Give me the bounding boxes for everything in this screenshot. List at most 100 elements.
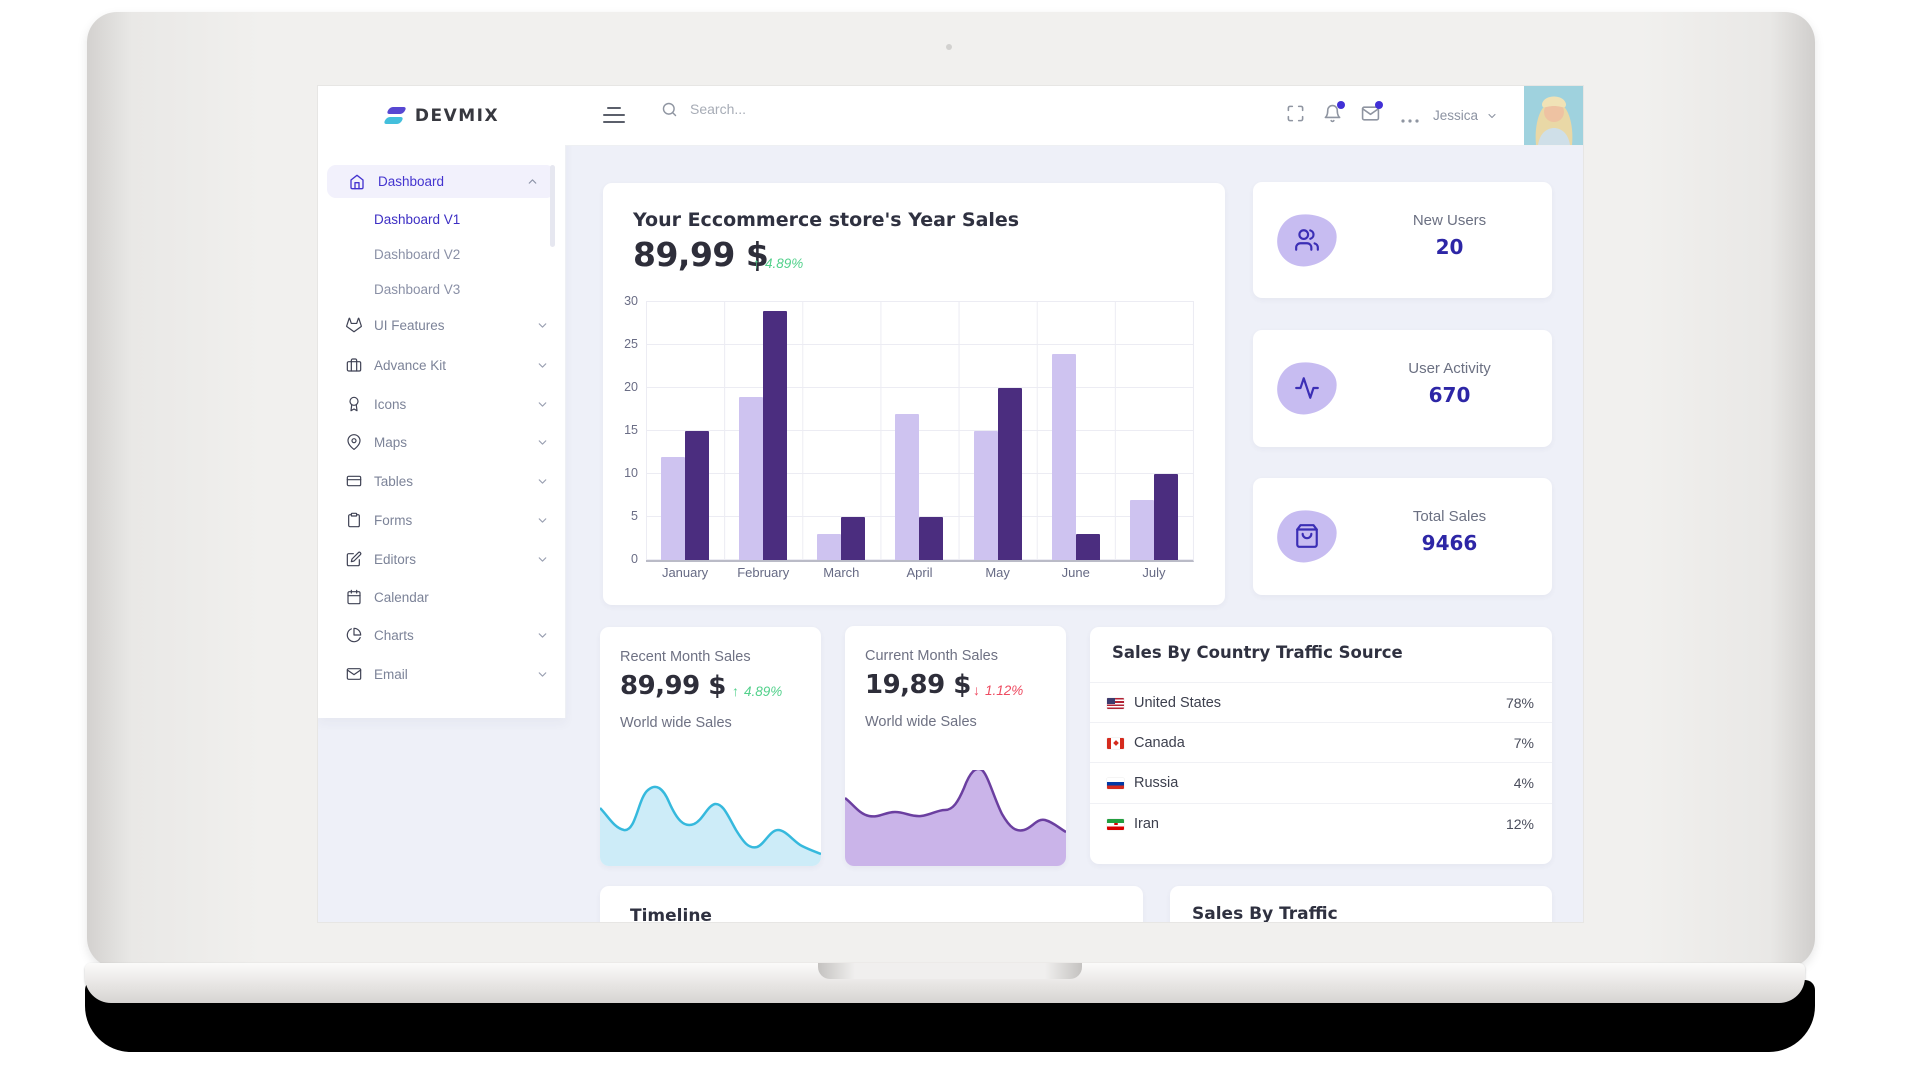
arrow-down-icon: ↓ (973, 682, 980, 698)
stat-value: 20 (1435, 235, 1464, 259)
notification-dot (1337, 101, 1345, 109)
chevron-down-icon (536, 514, 549, 527)
webcam-dot (946, 44, 952, 50)
sidebar-item-dashboard-v1[interactable]: Dashboard V1 (374, 212, 461, 227)
sidebar-item-forms[interactable]: Forms (318, 501, 565, 539)
country-row-canada: Canada 7% (1090, 722, 1552, 763)
bar-light (739, 396, 764, 560)
flag-ca-icon (1107, 737, 1124, 749)
sales-by-traffic-title: Sales By Traffic (1192, 904, 1338, 922)
current-sales-sparkline (845, 770, 1066, 866)
shopping-bag-icon (1273, 506, 1341, 566)
y-tick: 30 (624, 294, 638, 308)
calendar-icon (346, 589, 362, 605)
chevron-down-icon (536, 668, 549, 681)
stat-label: User Activity (1408, 360, 1491, 377)
mail-icon (346, 666, 362, 682)
country-row-iran: Iran 12% (1090, 803, 1552, 844)
x-tick: May (985, 565, 1010, 580)
chevron-down-icon (536, 398, 549, 411)
bar-light (973, 431, 998, 560)
chevron-down-icon (1488, 113, 1496, 118)
y-tick: 0 (631, 552, 638, 566)
x-tick: July (1142, 565, 1166, 580)
sidebar-item-calendar[interactable]: Calendar (318, 578, 565, 616)
sidebar-item-maps[interactable]: Maps (318, 423, 565, 461)
flag-ir-icon (1107, 818, 1124, 830)
bar-dark (763, 310, 788, 560)
sidebar-item-editors[interactable]: Editors (318, 540, 565, 578)
bar-dark (919, 517, 944, 560)
bar-group-march (802, 302, 880, 560)
menu-toggle-icon[interactable] (603, 107, 625, 123)
award-icon (346, 396, 362, 412)
sidebar-item-icons[interactable]: Icons (318, 385, 565, 423)
arrow-up-icon: ↑ (732, 683, 739, 699)
home-icon (349, 174, 365, 190)
sidebar-item-charts[interactable]: Charts (318, 616, 565, 654)
timeline-card: Timeline (600, 886, 1143, 922)
sidebar-item-tables[interactable]: Tables (318, 462, 565, 500)
sales-by-country-card: Sales By Country Traffic Source United S… (1090, 627, 1552, 864)
bar-group-february (724, 302, 802, 560)
bar-light (895, 413, 920, 560)
bar-chart-plot (646, 301, 1194, 562)
card-subtitle: World wide Sales (620, 715, 732, 731)
brand-name: DEVMIX (414, 105, 500, 126)
search-icon (662, 102, 677, 116)
chevron-up-icon (526, 175, 539, 188)
x-tick: February (737, 565, 790, 580)
bar-group-january (646, 302, 724, 560)
mail-icon[interactable] (1361, 101, 1383, 126)
sidebar-scrollbar[interactable] (550, 165, 555, 247)
stat-label: New Users (1412, 212, 1487, 229)
dashboard-app: DEVMIX Dashboard Dashboard V1 Dashboard … (318, 86, 1583, 922)
bar-dark (685, 431, 710, 560)
sidebar-item-advance-kit[interactable]: Advance Kit (318, 346, 565, 384)
y-tick: 20 (624, 380, 638, 394)
user-name: Jessica (1432, 108, 1478, 123)
user-menu[interactable]: Jessica (1433, 86, 1498, 145)
sales-by-traffic-card: Sales By Traffic (1170, 886, 1552, 922)
chevron-down-icon (536, 553, 549, 566)
avatar[interactable] (1524, 86, 1583, 145)
card-amount: 89,99 $ (620, 671, 726, 701)
recent-sales-sparkline (600, 785, 821, 866)
stat-value: 9466 (1421, 531, 1478, 555)
bar-light (1129, 499, 1154, 560)
sidebar: DEVMIX Dashboard Dashboard V1 Dashboard … (318, 86, 566, 718)
card-title: Current Month Sales (865, 648, 998, 664)
sidebar-item-dashboard-v2[interactable]: Dashboard V2 (374, 247, 461, 262)
sidebar-item-email[interactable]: Email (318, 655, 565, 693)
y-tick: 25 (624, 337, 638, 351)
briefcase-icon (346, 357, 362, 373)
chevron-down-icon (536, 319, 549, 332)
ellipsis-icon[interactable] (1400, 112, 1420, 127)
bar-group-july (1115, 302, 1193, 560)
search-input[interactable] (688, 100, 912, 118)
card-delta: ↑ 4.89% (732, 683, 783, 699)
stat-value: 670 (1428, 383, 1471, 407)
x-tick: January (661, 565, 709, 580)
bell-icon[interactable] (1323, 101, 1345, 126)
sidebar-item-label: Dashboard (378, 174, 445, 189)
search-bar (661, 100, 912, 118)
card-title: Recent Month Sales (620, 649, 751, 665)
laptop-hinge-notch (818, 963, 1082, 979)
maximize-icon[interactable] (1286, 104, 1305, 126)
sidebar-item-dashboard[interactable]: Dashboard (327, 165, 555, 198)
bar-group-april (880, 302, 958, 560)
card-delta: ↓ 1.12% (973, 682, 1024, 698)
pie-chart-icon (346, 627, 362, 643)
total-sales-card: Total Sales 9466 (1253, 478, 1552, 595)
clipboard-icon (346, 512, 362, 528)
sidebar-item-dashboard-v3[interactable]: Dashboard V3 (374, 282, 461, 297)
year-sales-card: Your Eccommerce store's Year Sales 89,99… (603, 183, 1225, 605)
card-amount: 19,89 $ (865, 670, 971, 700)
chevron-down-icon (536, 436, 549, 449)
bar-light (1051, 353, 1076, 560)
bar-dark (1075, 534, 1100, 560)
brand-logo[interactable]: DEVMIX (318, 86, 565, 145)
sidebar-item-ui-features[interactable]: UI Features (318, 306, 565, 344)
bar-dark (997, 388, 1022, 560)
